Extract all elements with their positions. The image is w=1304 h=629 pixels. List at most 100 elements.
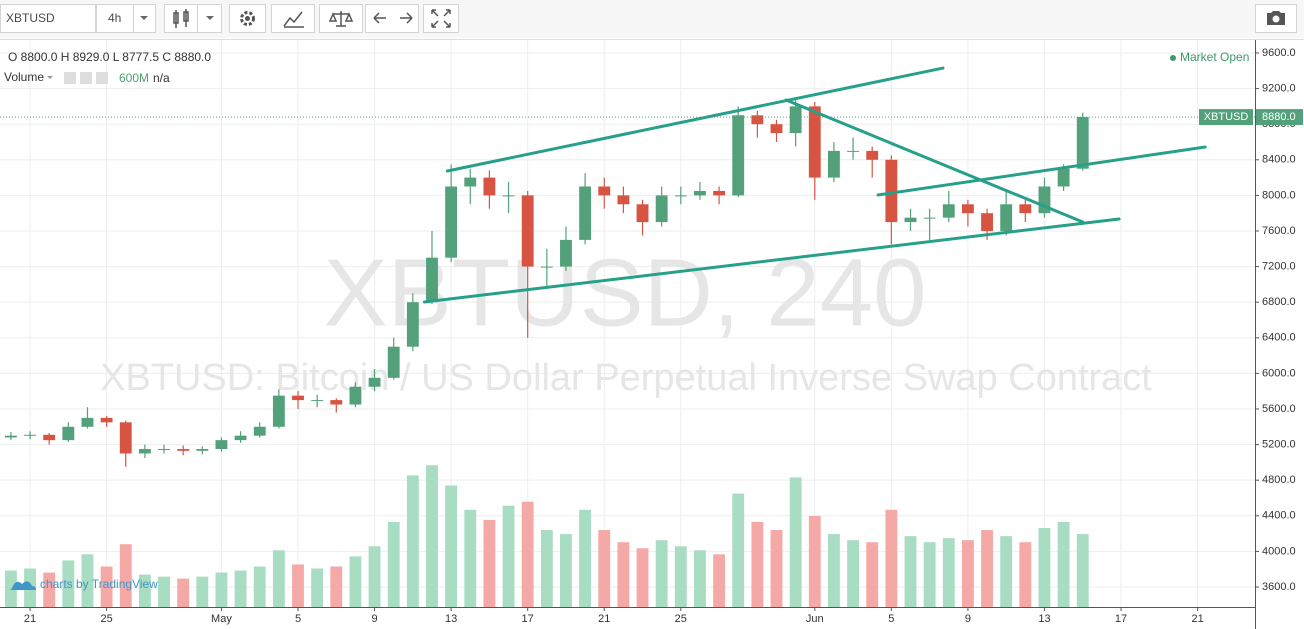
marks: XBTUSD 8880.0 [0,66,1303,607]
x-tick-label: Jun [806,613,824,625]
y-tick-label: 6800.0 [1262,296,1296,308]
candle-body [445,186,458,258]
trend-line [422,217,1121,304]
legend-icon[interactable] [80,72,92,84]
camera-lens [1272,15,1280,23]
volume-bar [636,548,649,607]
y-tick-label: 8400.0 [1262,154,1296,166]
x-tick-label: 21 [598,613,610,625]
candle-body [866,150,879,160]
x-tick-label: 25 [100,613,112,625]
candle-body [521,195,534,267]
candle-body [311,400,324,402]
candle-body [923,217,936,219]
volume-bar [847,540,859,607]
fullscreen-button[interactable] [423,4,459,33]
x-tick-label: 9 [965,613,971,625]
interval-box[interactable] [96,4,134,33]
y-tick-label: 7600.0 [1262,225,1296,237]
candle-body [981,213,993,231]
volume-bar [445,485,458,607]
candle-body [789,106,802,134]
volume-bar [655,540,668,607]
x-tick-label: 13 [445,613,457,625]
volume-bar [62,560,75,607]
x-tick-label: 25 [675,613,687,625]
redo-icon [400,12,413,24]
volume-extra: n/a [153,71,170,85]
candle-body [81,417,94,427]
candle-body [942,204,955,218]
dropdown-arrow [206,16,214,20]
candle-body [770,124,783,134]
candle-body [540,266,553,268]
symbol-tag: XBTUSD [1204,111,1249,123]
candle-body [827,150,840,178]
last-price-bg [1256,109,1303,126]
interval[interactable]: 4h [108,11,121,25]
volume-bar [694,550,706,607]
volume-bar [368,546,381,607]
volume-legend: Volume [4,70,44,84]
x-tick-label: 9 [372,613,378,625]
volume-bar [138,574,151,607]
volume-bar [502,505,515,607]
volume-bar [43,572,56,607]
legend-icon[interactable] [64,72,76,84]
plot-area: 3600.0 4000.0 4400.0 4800.0 5200.0 5600.0 6000… [0,39,1304,629]
style-dropdown[interactable] [197,4,222,33]
x-tick-label: 5 [295,613,301,625]
volume-bar [349,556,362,607]
volume-bar [196,576,209,607]
toolbar: XBTUSD 4h [0,0,1304,38]
volume-bar [521,501,534,607]
x-tick-label: 13 [1038,613,1050,625]
volume-bar [1019,542,1032,607]
symbol[interactable]: XBTUSD [6,11,55,25]
volume-bar [540,530,553,607]
x-tick-label: May [211,613,232,625]
candle-body [808,106,821,178]
y-tick-label: 4400.0 [1262,510,1296,522]
chart-style-button[interactable] [164,4,198,33]
gear-icon [240,11,255,26]
x-tick-label: 21 [1191,613,1203,625]
tv-logo [10,581,36,590]
candle-body [636,204,649,223]
candle-body [62,426,75,441]
legend-icon[interactable] [96,72,108,84]
volume-bar [598,530,611,607]
y-tick-label: 8000.0 [1262,189,1296,201]
volume-bar [866,542,879,607]
volume-bar [560,534,572,607]
candle-body [138,449,151,454]
candle-body [617,195,630,205]
volume-bar [292,564,304,607]
watermark: XBTUSD, 240 [324,239,927,346]
candle-body [464,177,477,187]
volume-bar [579,509,592,607]
candle-body [387,346,400,378]
candle-body [119,422,132,454]
indicator-icon [283,11,304,28]
volume-bar [1038,528,1051,607]
volume-bar [158,576,170,607]
watermark-subtitle: XBTUSD: Bitcoin / US Dollar Perpetual In… [100,357,1152,399]
volume-bar [827,534,840,607]
dropdown-arrow [140,16,148,20]
candle-body [330,400,343,405]
candle-body [904,217,917,223]
market-status: Market Open [1180,50,1249,64]
volume-bar [215,572,228,607]
candle-body [43,434,56,441]
overlay: O 8800.0 H 8929.0 L 8777.5 C 8880.0 Volu… [4,50,1249,591]
volume-bar [81,554,94,607]
candle-body [349,386,362,405]
symbol-box[interactable] [0,4,96,33]
branding[interactable]: charts by TradingView [40,577,158,591]
x-tick-label: 21 [24,613,36,625]
x-tick-label: 17 [522,613,534,625]
volume-bar [1076,534,1089,607]
indicators-button[interactable] [271,4,315,33]
volume-bar [426,465,438,607]
